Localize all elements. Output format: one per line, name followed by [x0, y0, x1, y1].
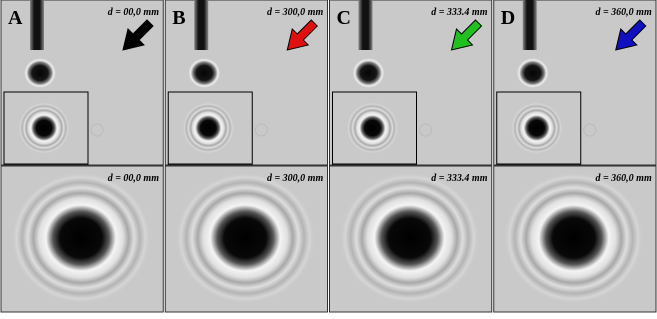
- droplet-stem: [359, 0, 373, 50]
- zoom-distance-label: d = 300,0 mm: [267, 173, 323, 184]
- inset-droplet: [18, 102, 70, 154]
- droplet-stem: [194, 0, 208, 50]
- droplet-stem: [523, 0, 537, 50]
- zoom-distance-label: d = 333.4 mm: [431, 173, 487, 184]
- zoom-droplet: [175, 172, 315, 304]
- panel-letter: A: [8, 7, 23, 29]
- inset-droplet: [182, 102, 234, 154]
- droplet-stem: [30, 0, 44, 50]
- figure: Ad = 00,0 mm d = 00,0 mm Bd = 300,0 mm d = …: [0, 0, 657, 319]
- panel-letter: C: [337, 7, 351, 29]
- distance-label: d = 00,0 mm: [108, 7, 159, 18]
- zoom-droplet: [340, 172, 480, 304]
- distance-label: d = 333.4 mm: [431, 7, 487, 18]
- zoom-droplet: [11, 172, 151, 304]
- droplet: [188, 58, 220, 88]
- distance-label: d = 360,0 mm: [595, 7, 651, 18]
- panel-letter: D: [501, 7, 515, 29]
- droplet: [517, 58, 549, 88]
- distance-label: d = 300,0 mm: [267, 7, 323, 18]
- inset-droplet: [347, 102, 399, 154]
- panel-letter: B: [172, 7, 185, 29]
- droplet: [353, 58, 385, 88]
- inset-droplet: [511, 102, 563, 154]
- zoom-droplet: [504, 172, 644, 304]
- droplet: [24, 58, 56, 88]
- zoom-distance-label: d = 00,0 mm: [108, 173, 159, 184]
- zoom-distance-label: d = 360,0 mm: [595, 173, 651, 184]
